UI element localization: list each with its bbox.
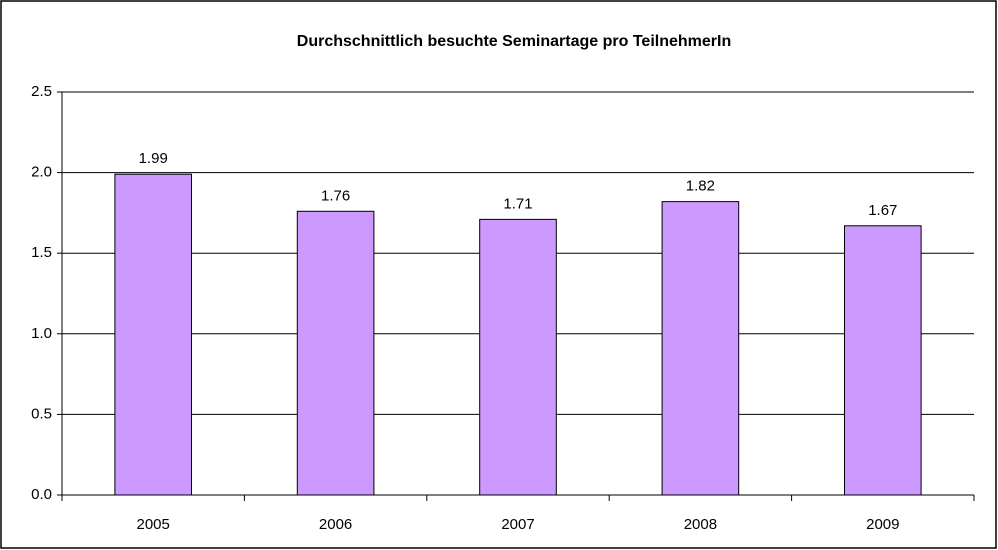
bar (661, 201, 740, 496)
data-label: 1.67 (868, 202, 897, 219)
y-tick-label: 1.5 (31, 244, 52, 261)
bar (479, 218, 557, 496)
x-tick-label: 2005 (137, 516, 170, 533)
y-tick-label: 2.0 (31, 164, 52, 181)
bar (114, 173, 193, 496)
y-tick-label: 0.0 (31, 486, 52, 503)
y-tick-label: 2.5 (31, 83, 52, 100)
y-tick-label: 0.5 (31, 405, 52, 422)
chart-title: Durchschnittlich besuchte Seminartage pr… (297, 33, 731, 50)
x-tick-label: 2008 (684, 516, 717, 533)
data-label: 1.71 (503, 195, 532, 212)
x-tick-label: 2007 (501, 516, 534, 533)
data-label: 1.82 (686, 178, 715, 195)
x-tick-label: 2009 (866, 516, 899, 533)
y-tick-label: 1.0 (31, 325, 52, 342)
data-label: 1.99 (139, 150, 168, 167)
data-label: 1.76 (321, 187, 350, 204)
bar (296, 210, 375, 496)
bar (843, 225, 922, 496)
x-tick-label: 2006 (319, 516, 352, 533)
